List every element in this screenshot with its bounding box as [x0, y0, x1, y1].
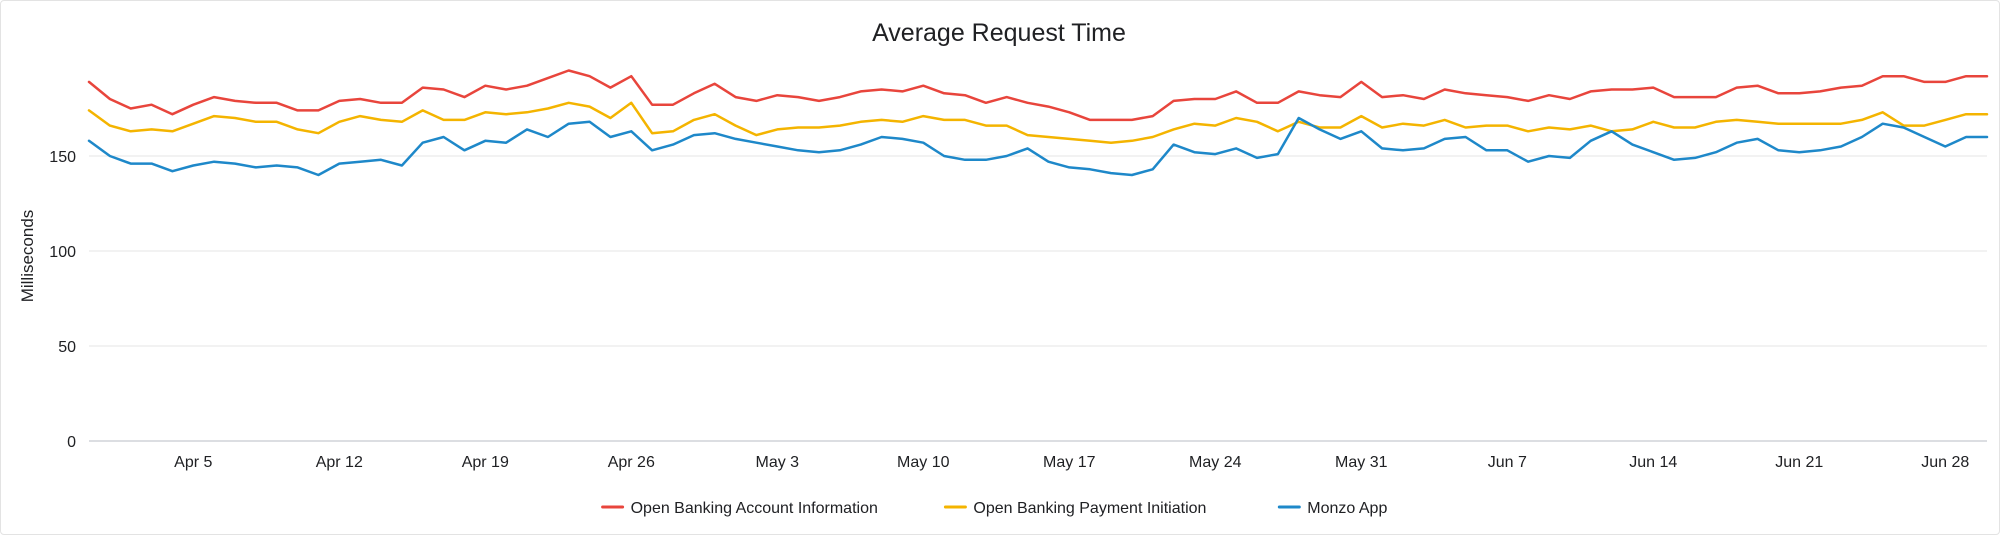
y-axis-tick-labels: 0 50 100 150 [49, 149, 76, 451]
legend-label: Open Banking Account Information [631, 500, 878, 517]
x-tick-label: May 24 [1189, 454, 1242, 471]
legend-label: Monzo App [1307, 500, 1387, 517]
x-tick-label: Jun 28 [1921, 454, 1969, 471]
x-tick-label: May 17 [1043, 454, 1096, 471]
legend-item-1[interactable]: Open Banking Payment Initiation [943, 500, 1206, 517]
y-axis-title: Milliseconds [18, 210, 37, 303]
series-lines [87, 69, 1989, 177]
x-tick-label: Jun 14 [1629, 454, 1677, 471]
x-tick-label: Apr 5 [174, 454, 212, 471]
x-tick-label: May 10 [897, 454, 950, 471]
legend[interactable]: Open Banking Account Information Open Ban… [601, 500, 1388, 517]
series-line-2[interactable] [87, 116, 1989, 177]
x-tick-label: Jun 21 [1775, 454, 1823, 471]
gridlines [89, 155, 1987, 442]
legend-label: Open Banking Payment Initiation [973, 500, 1206, 517]
y-tick-label: 150 [49, 149, 76, 166]
x-tick-label: Apr 26 [608, 454, 655, 471]
series-line-0[interactable] [87, 69, 1989, 122]
y-tick-label: 100 [49, 244, 76, 261]
x-tick-label: May 31 [1335, 454, 1388, 471]
chart-title: Average Request Time [872, 19, 1126, 47]
x-axis-tick-labels: Apr 5 Apr 12 Apr 19 Apr 26 May 3 May 10 May 17… [174, 454, 1969, 471]
x-tick-label: May 3 [755, 454, 799, 471]
y-tick-label: 50 [58, 339, 76, 356]
x-tick-label: Apr 12 [316, 454, 363, 471]
series-line-1[interactable] [87, 101, 1989, 144]
x-tick-label: Jun 7 [1488, 454, 1527, 471]
x-tick-label: Apr 19 [462, 454, 509, 471]
y-tick-label: 0 [67, 434, 76, 451]
legend-item-0[interactable]: Open Banking Account Information [601, 500, 878, 517]
legend-item-2[interactable]: Monzo App [1277, 500, 1387, 517]
